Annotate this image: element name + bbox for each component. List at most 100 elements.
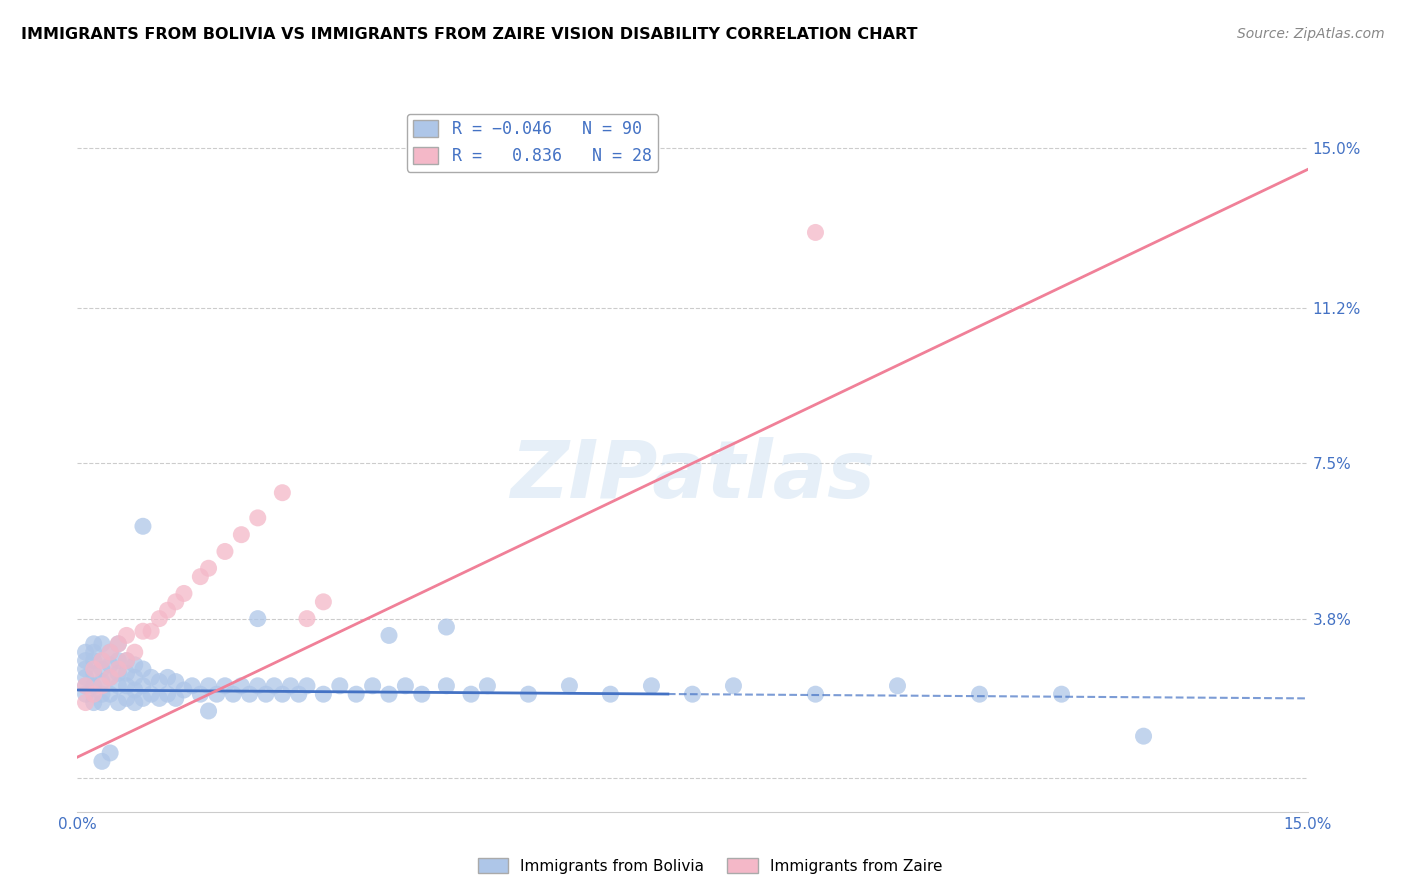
Point (148, 612, 170, 626)
Point (214, 679, 236, 693)
Point (107, 637, 129, 651)
Point (263, 679, 285, 693)
Point (75, 654, 97, 668)
Point (246, 679, 269, 693)
Point (75, 670, 97, 684)
Point (197, 679, 219, 693)
Point (124, 645, 146, 659)
Point (295, 612, 318, 626)
Point (90, 674, 114, 689)
Point (280, 679, 302, 693)
Text: IMMIGRANTS FROM BOLIVIA VS IMMIGRANTS FROM ZAIRE VISION DISABILITY CORRELATION C: IMMIGRANTS FROM BOLIVIA VS IMMIGRANTS FR… (21, 27, 918, 42)
Point (83, 637, 105, 651)
Point (804, 226, 827, 240)
Point (1050, 687, 1073, 701)
Point (83, 679, 105, 693)
Point (197, 704, 219, 718)
Point (246, 612, 269, 626)
Point (254, 687, 277, 701)
Point (83, 687, 105, 701)
Point (271, 485, 294, 500)
Point (156, 670, 179, 684)
Point (98, 746, 121, 760)
Point (558, 679, 581, 693)
Point (83, 654, 105, 668)
Point (107, 666, 129, 681)
Point (107, 637, 129, 651)
Legend: R = −0.046   N = 90, R =   0.836   N = 28: R = −0.046 N = 90, R = 0.836 N = 28 (406, 113, 658, 171)
Point (517, 687, 540, 701)
Point (83, 666, 105, 681)
Point (124, 683, 146, 698)
Point (115, 679, 138, 693)
Point (75, 687, 97, 701)
Point (173, 683, 195, 698)
Point (886, 679, 908, 693)
Point (188, 687, 212, 701)
Point (723, 679, 745, 693)
Point (115, 654, 138, 668)
Text: ZIPatlas: ZIPatlas (510, 437, 875, 516)
Point (271, 687, 294, 701)
Point (141, 624, 163, 639)
Point (115, 654, 138, 668)
Point (75, 696, 97, 710)
Point (141, 687, 163, 701)
Point (804, 687, 827, 701)
Point (98, 645, 121, 659)
Point (181, 679, 204, 693)
Point (156, 603, 179, 617)
Point (640, 679, 662, 693)
Text: Source: ZipAtlas.com: Source: ZipAtlas.com (1237, 27, 1385, 41)
Point (344, 687, 367, 701)
Point (246, 511, 269, 525)
Point (599, 687, 621, 701)
Point (165, 691, 187, 706)
Point (141, 670, 163, 684)
Point (90, 755, 114, 769)
Point (83, 696, 105, 710)
Point (107, 654, 129, 668)
Point (115, 666, 138, 681)
Point (90, 696, 114, 710)
Point (83, 662, 105, 676)
Point (124, 670, 146, 684)
Point (165, 595, 187, 609)
Point (98, 670, 121, 684)
Point (197, 561, 219, 575)
Point (107, 662, 129, 676)
Point (90, 662, 114, 676)
Point (98, 687, 121, 701)
Point (90, 679, 114, 693)
Point (239, 687, 262, 701)
Point (98, 670, 121, 684)
Point (132, 662, 155, 676)
Point (460, 687, 482, 701)
Point (312, 595, 335, 609)
Point (148, 691, 170, 706)
Point (132, 519, 155, 533)
Point (148, 674, 170, 689)
Point (436, 620, 458, 634)
Point (83, 645, 105, 659)
Point (222, 687, 245, 701)
Point (214, 544, 236, 558)
Point (132, 691, 155, 706)
Point (312, 687, 335, 701)
Point (107, 696, 129, 710)
Point (75, 662, 97, 676)
Point (329, 679, 352, 693)
Point (477, 679, 499, 693)
Point (98, 657, 121, 672)
Point (378, 687, 401, 701)
Point (205, 687, 228, 701)
Point (231, 679, 253, 693)
Point (295, 679, 318, 693)
Point (132, 679, 155, 693)
Point (288, 687, 311, 701)
Point (188, 569, 212, 583)
Point (682, 687, 704, 701)
Point (124, 657, 146, 672)
Point (411, 687, 433, 701)
Point (378, 628, 401, 642)
